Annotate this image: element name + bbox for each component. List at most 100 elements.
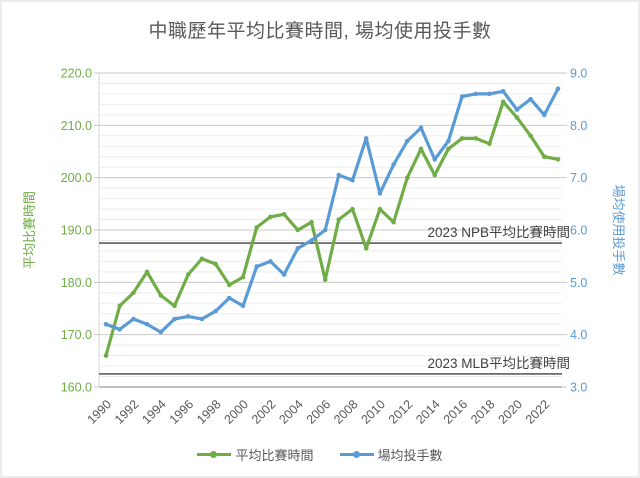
chart-title: 中職歷年平均比賽時間, 場均使用投手數 xyxy=(148,21,492,42)
pitchers-point-1993 xyxy=(144,321,150,327)
pitchers-point-2012 xyxy=(405,138,410,144)
game-time-point-2013 xyxy=(418,146,424,152)
pitchers-point-2014 xyxy=(432,157,438,162)
x-axis-tick-label: 2000 xyxy=(222,397,252,427)
game-time-point-2006 xyxy=(322,277,328,283)
game-time-point-2003 xyxy=(281,212,287,217)
x-axis-tick-label: 2008 xyxy=(331,397,361,427)
pitchers-point-2017 xyxy=(473,91,479,97)
game-time-point-2000 xyxy=(240,274,246,280)
x-axis-tick-label: 2012 xyxy=(386,397,416,427)
game-time-point-2005 xyxy=(309,219,314,225)
right-axis-title: 場均使用投手數 xyxy=(611,184,626,275)
pitchers-point-2020 xyxy=(514,107,520,112)
x-axis-tick-label: 2014 xyxy=(413,397,443,427)
game-time-point-2012 xyxy=(405,175,410,180)
x-axis-tick-label: 1990 xyxy=(85,397,115,427)
x-axis-tick-label: 2022 xyxy=(523,397,553,427)
game-time-point-2018 xyxy=(487,141,492,146)
pitchers-point-1994 xyxy=(158,329,164,335)
pitchers-point-2007 xyxy=(336,172,342,178)
pitchers-point-2015 xyxy=(446,138,451,144)
left-axis-title: 平均比賽時間 xyxy=(22,191,37,269)
x-axis-tick-label: 2010 xyxy=(358,397,388,427)
right-axis-tick-label: 6.0 xyxy=(570,224,587,238)
pitchers-point-2009 xyxy=(363,136,369,141)
game-time-point-2016 xyxy=(459,136,465,141)
game-time-point-1997 xyxy=(199,256,205,262)
right-axis-tick-label: 9.0 xyxy=(570,67,587,81)
game-time-point-1990 xyxy=(103,353,109,358)
game-time-line-swatch xyxy=(197,450,232,459)
pitchers-point-1995 xyxy=(172,316,177,322)
pitchers-point-2019 xyxy=(500,89,506,94)
pitchers-point-1999 xyxy=(227,295,232,301)
right-axis-tick-label: 8.0 xyxy=(570,119,587,133)
pitchers-point-2013 xyxy=(418,125,424,131)
legend-item-pitchers: 場均投手數 xyxy=(339,445,443,464)
pitchers-point-2010 xyxy=(377,191,383,196)
pitchers-point-2001 xyxy=(254,264,259,269)
pitchers-point-1992 xyxy=(131,316,136,322)
game-time-point-1994 xyxy=(158,293,164,298)
game-time-point-2023 xyxy=(555,157,561,162)
game-time-point-2022 xyxy=(542,154,547,159)
game-time-point-2008 xyxy=(350,206,355,212)
game-time-line xyxy=(104,100,560,358)
game-time-point-2017 xyxy=(473,136,479,141)
pitchers-point-2005 xyxy=(309,238,314,243)
left-axis-tick-label: 200.0 xyxy=(61,171,92,185)
game-time-point-2011 xyxy=(391,219,396,225)
game-time-point-2002 xyxy=(268,214,273,220)
pitchers-point-1996 xyxy=(185,314,191,319)
left-axis-tick-label: 220.0 xyxy=(61,67,92,81)
right-axis-tick-label: 3.0 xyxy=(570,381,587,395)
game-time-point-2001 xyxy=(254,225,259,230)
pitchers-point-2022 xyxy=(542,112,547,118)
game-time-point-2009 xyxy=(363,246,369,251)
x-axis-tick-label: 1992 xyxy=(112,397,142,427)
x-axis-tick-label: 2006 xyxy=(304,397,334,427)
pitchers-point-2016 xyxy=(459,94,465,99)
x-axis-tick-label: 2016 xyxy=(441,397,471,427)
pitchers-point-2006 xyxy=(322,227,328,233)
x-axis-tick-label: 2002 xyxy=(249,397,279,427)
game-time-point-2007 xyxy=(336,217,342,222)
pitchers-point-2008 xyxy=(350,178,355,183)
mlb-annotation: 2023 MLB平均比賽時間 xyxy=(427,355,570,371)
pitchers-point-1998 xyxy=(213,308,218,314)
game-time-point-2014 xyxy=(432,172,438,178)
pitchers-point-2002 xyxy=(268,259,273,264)
left-axis-tick-label: 170.0 xyxy=(61,328,92,342)
left-axis-tick-label: 190.0 xyxy=(61,224,92,238)
game-time-point-1991 xyxy=(117,303,122,309)
legend: 平均比賽時間 場均投手數 xyxy=(2,445,638,464)
legend-label-pitchers: 場均投手數 xyxy=(377,448,443,463)
right-axis-tick-label: 7.0 xyxy=(570,171,587,185)
pitchers-point-2021 xyxy=(528,96,533,102)
pitchers-point-1991 xyxy=(117,327,122,332)
game-time-point-2019 xyxy=(500,99,506,105)
right-axis-tick-label: 5.0 xyxy=(570,276,587,290)
legend-item-game-time: 平均比賽時間 xyxy=(197,445,314,464)
left-axis-tick-label: 160.0 xyxy=(61,381,92,395)
game-time-point-2021 xyxy=(528,133,533,139)
pitchers-point-1990 xyxy=(103,321,109,327)
left-axis-tick-label: 180.0 xyxy=(61,276,92,290)
pitchers-point-2011 xyxy=(391,162,396,167)
pitchers-point-1997 xyxy=(199,316,205,322)
pitchers-line xyxy=(104,87,560,334)
game-time-point-1992 xyxy=(131,290,136,296)
x-axis-tick-label: 1998 xyxy=(194,397,224,427)
x-axis-tick-label: 1996 xyxy=(167,397,197,427)
pitchers-point-2004 xyxy=(295,246,301,251)
legend-label-game-time: 平均比賽時間 xyxy=(235,448,314,463)
x-axis-tick-label: 2020 xyxy=(495,397,525,427)
game-time-point-1995 xyxy=(172,303,177,309)
game-time-point-2010 xyxy=(377,206,383,212)
npb-annotation: 2023 NPB平均比賽時間 xyxy=(427,224,570,240)
game-time-point-1996 xyxy=(185,272,191,277)
pitchers-point-2023 xyxy=(555,86,561,91)
